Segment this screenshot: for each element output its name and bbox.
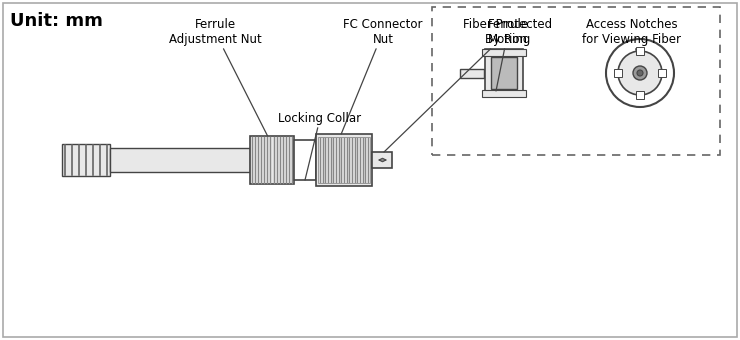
Bar	[432, 7, 720, 155]
Bar	[658, 69, 666, 77]
Bar	[294, 140, 316, 180]
Bar	[636, 91, 644, 99]
Bar	[316, 134, 372, 186]
Circle shape	[606, 39, 674, 107]
Text: Locking Collar: Locking Collar	[278, 112, 362, 180]
Text: FC Connector
Nut: FC Connector Nut	[341, 18, 423, 134]
Circle shape	[633, 66, 647, 80]
Text: Fiber Protected
By Ring: Fiber Protected By Ring	[463, 18, 553, 91]
Bar	[614, 69, 622, 77]
Bar	[110, 148, 250, 172]
Bar	[62, 144, 110, 176]
Bar	[318, 137, 370, 183]
Bar	[491, 57, 517, 89]
Bar	[372, 152, 392, 168]
Text: Unit: mm: Unit: mm	[10, 12, 103, 30]
Bar	[250, 136, 294, 184]
Text: Ferrule
Adjustment Nut: Ferrule Adjustment Nut	[169, 18, 268, 136]
Bar	[636, 47, 644, 55]
Bar	[460, 68, 484, 78]
Bar	[485, 49, 523, 97]
Text: Access Notches
for Viewing Fiber: Access Notches for Viewing Fiber	[582, 18, 682, 91]
Bar	[482, 49, 526, 56]
Bar	[482, 90, 526, 97]
Text: Ferrule
Motion: Ferrule Motion	[384, 18, 528, 152]
Circle shape	[637, 70, 643, 76]
Circle shape	[618, 51, 662, 95]
